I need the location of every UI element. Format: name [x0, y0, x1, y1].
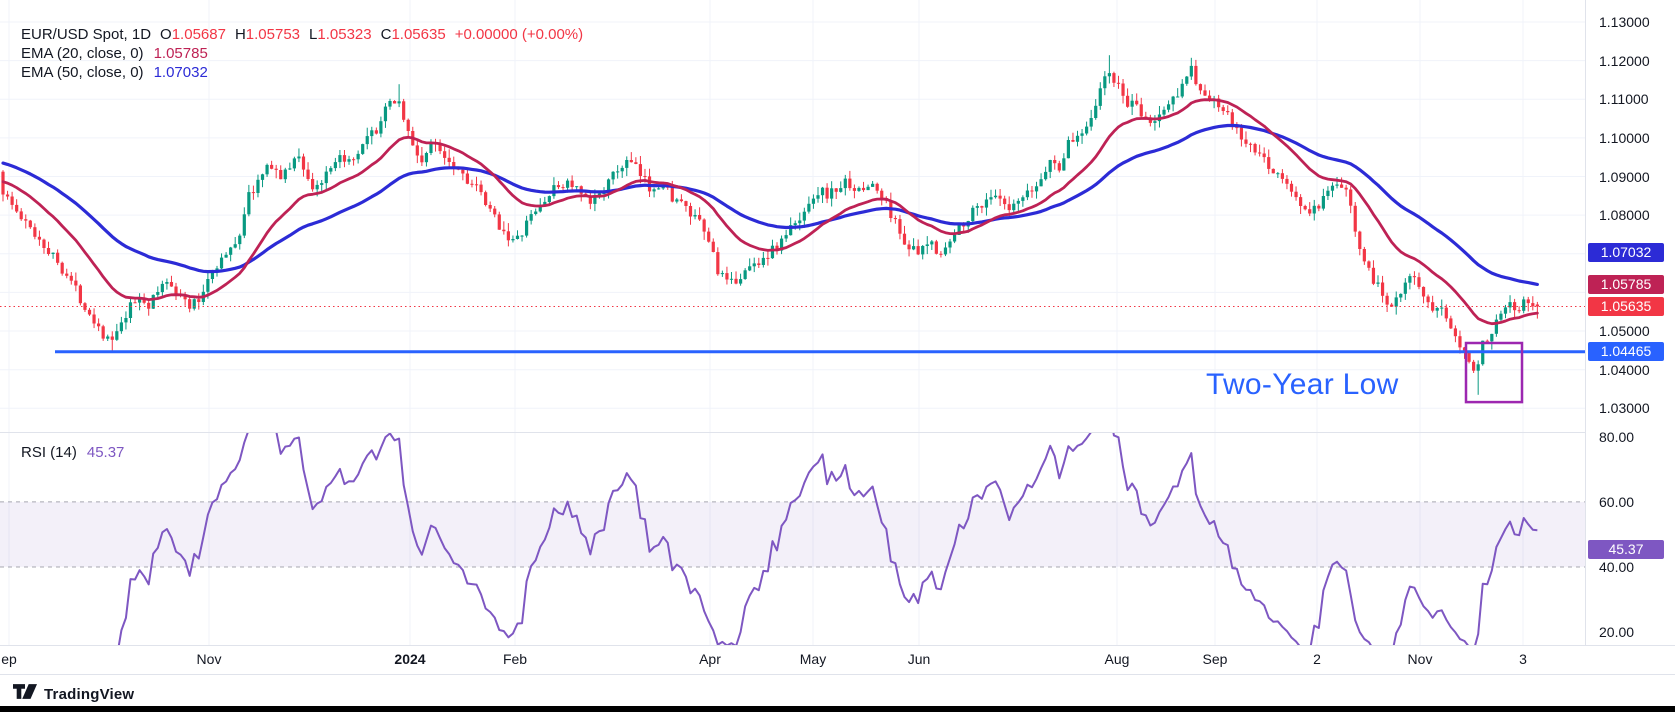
time-tick-label: Aug [1104, 651, 1130, 667]
price-badge: 1.05635 [1588, 296, 1664, 316]
rsi-value-badge: 45.37 [1588, 540, 1664, 559]
rsi-tick-label: 60.00 [1599, 493, 1635, 510]
open-label: O [160, 26, 172, 43]
ema50-line[interactable] [1, 123, 1539, 286]
time-tick-label: Sep [1202, 651, 1228, 667]
rsi-value: 45.37 [86, 444, 125, 461]
bottom-bar [0, 706, 1675, 712]
open-value: 1.05687 [171, 26, 226, 43]
price-tick-label: 1.09000 [1599, 168, 1650, 185]
ema50-legend-row[interactable]: EMA (50, close, 0) 1.07032 [21, 63, 583, 82]
change-value: +0.00000 (+0.00%) [454, 26, 584, 43]
highlight-rectangle-drawing[interactable] [1464, 341, 1524, 404]
tradingview-logo-icon[interactable] [13, 684, 37, 704]
price-tick-label: 1.04000 [1599, 361, 1650, 378]
pane-separator[interactable] [0, 432, 1675, 433]
time-tick-label: 3 [1519, 651, 1527, 667]
rsi-line[interactable] [3, 433, 1538, 645]
rsi-chart-canvas[interactable] [0, 433, 1585, 645]
time-tick-label: 2 [1313, 651, 1321, 667]
rsi-band-fill [0, 501, 1585, 567]
ema50-value: 1.07032 [153, 64, 208, 81]
ema50-label: EMA (50, close, 0) [21, 64, 144, 81]
ema20-label: EMA (20, close, 0) [21, 45, 144, 62]
price-scale[interactable]: 1.13000 1.12000 1.11000 1.10000 1.09000 1.080… [1585, 0, 1675, 645]
rsi-tick-label: 80.00 [1599, 428, 1635, 445]
time-scale[interactable]: ep Nov 2024 Feb Apr May Jun Aug Sep 2 Nov 3 [0, 645, 1675, 675]
rsi-tick-label: 20.00 [1599, 623, 1635, 640]
time-tick-label: 2024 [394, 651, 426, 667]
price-tick-label: 1.12000 [1599, 52, 1650, 69]
price-tick-label: 1.13000 [1599, 14, 1650, 31]
rsi-label: RSI (14) [21, 444, 77, 461]
ema20-line[interactable] [1, 98, 1539, 326]
rsi-gridlines [8, 433, 1524, 645]
price-badge: 1.04465 [1588, 342, 1664, 362]
low-value: 1.05323 [317, 26, 372, 43]
time-tick-label: Feb [502, 651, 528, 667]
high-value: 1.05753 [245, 26, 301, 43]
two-year-low-annotation: Two-Year Low [1206, 368, 1399, 401]
chart-legend: EUR/USD Spot, 1D O1.05687 H1.05753 L1.05323… [21, 25, 583, 82]
price-tick-label: 1.10000 [1599, 129, 1650, 146]
symbol-row[interactable]: EUR/USD Spot, 1D O1.05687 H1.05753 L1.05323… [21, 25, 583, 44]
time-tick-label: May [799, 651, 827, 667]
time-tick-label: Nov [1407, 651, 1433, 667]
tradingview-logo-text[interactable]: TradingView [44, 685, 135, 703]
time-tick-label: Jun [907, 651, 931, 667]
rsi-legend-row[interactable]: RSI (14) 45.37 [21, 443, 124, 462]
time-tick-label: ep [1, 651, 17, 667]
price-badge: 1.07032 [1588, 243, 1664, 263]
price-chart-canvas[interactable] [0, 0, 1585, 433]
rsi-tick-label: 40.00 [1599, 558, 1635, 575]
close-value: 1.05635 [391, 26, 446, 43]
close-label: C [380, 26, 392, 43]
low-label: L [309, 26, 318, 43]
price-badge: 1.05785 [1588, 275, 1664, 295]
time-tick-label: Nov [196, 651, 222, 667]
ema20-legend-row[interactable]: EMA (20, close, 0) 1.05785 [21, 44, 583, 63]
price-tick-label: 1.11000 [1599, 91, 1649, 108]
price-tick-label: 1.03000 [1599, 400, 1650, 417]
symbol-title[interactable]: EUR/USD Spot, 1D [21, 26, 152, 43]
price-tick-label: 1.05000 [1599, 323, 1650, 340]
price-tick-label: 1.08000 [1599, 207, 1650, 224]
high-label: H [234, 26, 246, 43]
footer-logo[interactable]: TradingView [13, 684, 134, 704]
time-tick-label: Apr [699, 651, 721, 667]
ema20-value: 1.05785 [153, 45, 208, 62]
